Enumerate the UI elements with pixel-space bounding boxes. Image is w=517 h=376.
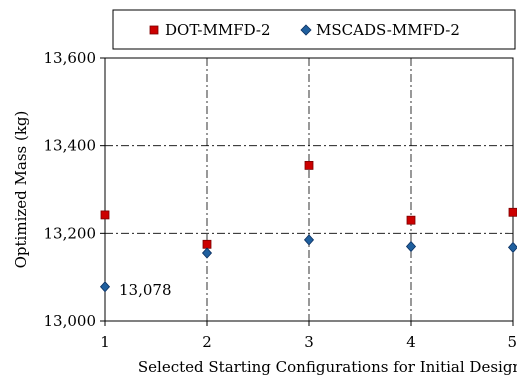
legend-marker-mscads	[300, 24, 312, 36]
legend-label-mscads: MSCADS-MMFD-2	[316, 21, 460, 39]
data-point-dot-mmfd-2	[508, 207, 517, 217]
y-tick-label: 13,000	[44, 312, 97, 330]
data-point-mscads-mmfd-2	[99, 281, 111, 293]
grid-lines	[105, 58, 513, 321]
data-point-mscads-mmfd-2	[507, 241, 517, 253]
data-point-dot-mmfd-2	[100, 210, 110, 220]
y-tick-label: 13,200	[44, 224, 97, 242]
data-point-dot-mmfd-2	[406, 215, 416, 225]
annotation-label: 13,078	[119, 281, 172, 299]
x-tick-label: 4	[406, 333, 416, 351]
legend-box	[112, 9, 516, 50]
x-axis-label: Selected Starting Configurations for Ini…	[138, 358, 517, 376]
data-point-mscads-mmfd-2	[303, 234, 315, 246]
data-points	[99, 160, 517, 293]
y-tick-label: 13,600	[44, 49, 97, 67]
y-tick-labels: 13,000 13,200 13,400 13,600	[44, 49, 105, 330]
x-tick-label: 1	[100, 333, 110, 351]
y-tick-label: 13,400	[44, 137, 97, 155]
x-tick-label: 2	[202, 333, 212, 351]
x-tick-label: 5	[507, 333, 517, 351]
data-point-mscads-mmfd-2	[405, 240, 417, 253]
x-tick-labels: 1 2 3 4 5	[100, 321, 517, 351]
x-tick-label: 3	[304, 333, 314, 351]
legend-marker-dot	[149, 25, 159, 35]
legend: DOT-MMFD-2 MSCADS-MMFD-2	[112, 9, 516, 50]
data-point-dot-mmfd-2	[202, 239, 212, 249]
y-axis-label: Optimized Mass (kg)	[12, 111, 30, 269]
data-point-dot-mmfd-2	[304, 160, 314, 170]
data-point-mscads-mmfd-2	[201, 247, 213, 259]
legend-label-dot: DOT-MMFD-2	[165, 21, 271, 39]
